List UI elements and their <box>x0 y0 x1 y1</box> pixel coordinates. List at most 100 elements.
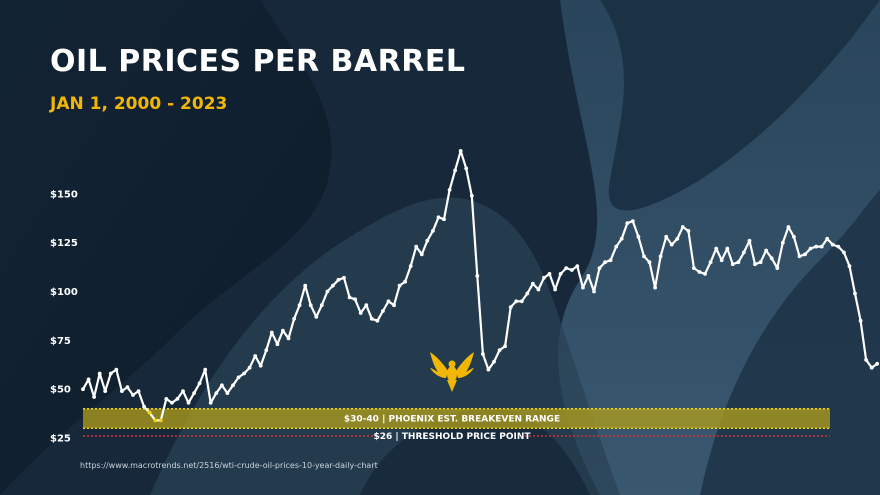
data-point <box>481 352 485 356</box>
data-point <box>536 287 541 292</box>
data-point <box>108 371 113 376</box>
data-point <box>403 279 407 284</box>
data-point <box>308 303 313 308</box>
breakeven-band: $30-40 | PHOENIX EST. BREAKEVEN RANGE <box>83 407 830 429</box>
data-point <box>386 299 391 304</box>
data-point <box>586 274 591 278</box>
data-point <box>647 260 652 265</box>
source-url: https://www.macrotrends.net/2516/wti-cru… <box>80 461 378 470</box>
data-point <box>581 285 585 290</box>
data-point <box>464 166 469 171</box>
data-point <box>780 240 785 245</box>
data-point <box>419 252 424 257</box>
data-point <box>764 248 768 253</box>
data-point <box>158 418 163 423</box>
data-point <box>431 229 435 233</box>
data-point <box>569 268 574 272</box>
data-point <box>136 389 141 393</box>
data-point <box>364 303 369 308</box>
data-point <box>669 242 674 247</box>
y-tick-label: $75 <box>50 336 71 347</box>
data-point <box>642 254 646 259</box>
data-point <box>819 244 824 249</box>
data-point <box>786 225 791 229</box>
data-point <box>103 389 108 393</box>
data-point <box>508 305 513 309</box>
data-point <box>525 291 530 296</box>
data-point <box>564 266 569 270</box>
data-point <box>225 391 230 395</box>
data-point <box>447 188 452 192</box>
data-point <box>197 381 202 386</box>
data-point <box>292 316 296 321</box>
data-point <box>597 266 602 270</box>
y-tick-label: $125 <box>50 238 78 249</box>
data-point <box>153 418 158 423</box>
data-point <box>253 354 258 358</box>
data-point <box>325 289 330 294</box>
data-point <box>269 330 274 335</box>
data-point <box>753 262 757 267</box>
phoenix-icon-part <box>456 352 474 378</box>
threshold-label: $26 | THRESHOLD PRICE POINT <box>373 432 531 442</box>
data-point <box>492 359 496 364</box>
data-point <box>175 397 180 401</box>
data-point <box>231 383 235 388</box>
data-point <box>603 260 607 265</box>
data-point <box>203 367 208 372</box>
data-point <box>275 342 280 347</box>
data-point <box>825 236 830 241</box>
data-point <box>503 344 507 349</box>
data-point <box>697 270 702 274</box>
data-point <box>858 318 863 323</box>
data-point <box>703 272 707 276</box>
data-point <box>636 234 641 239</box>
data-point <box>125 385 130 390</box>
data-point <box>830 242 835 247</box>
data-point <box>664 234 669 239</box>
data-point <box>97 371 102 376</box>
phoenix-icon-part <box>430 352 448 378</box>
data-point <box>242 371 247 376</box>
phoenix-icon-part <box>447 380 457 392</box>
data-point <box>542 275 546 280</box>
data-point <box>120 389 124 393</box>
data-point <box>425 238 430 243</box>
data-point <box>847 264 852 268</box>
data-point <box>286 336 291 341</box>
data-point <box>775 266 780 270</box>
data-point <box>442 217 446 222</box>
data-point <box>192 391 197 395</box>
chart-subtitle: JAN 1, 2000 - 2023 <box>50 94 228 114</box>
data-point <box>725 246 730 251</box>
data-point <box>714 246 719 251</box>
data-point <box>608 258 613 263</box>
data-point <box>475 274 480 278</box>
data-point <box>836 244 841 249</box>
data-point <box>381 309 385 313</box>
data-point <box>303 283 308 288</box>
data-point <box>742 250 746 255</box>
phoenix-icon-part <box>448 360 456 368</box>
y-tick-label: $150 <box>50 189 78 200</box>
data-point <box>619 236 624 241</box>
data-point <box>408 264 413 268</box>
data-point <box>553 287 557 292</box>
data-point <box>319 303 324 308</box>
breakeven-band-fill <box>83 408 830 429</box>
data-point <box>592 289 596 294</box>
data-point <box>514 299 519 304</box>
data-point <box>331 283 335 288</box>
data-point <box>758 260 763 265</box>
data-point <box>486 367 491 372</box>
data-point <box>142 404 147 409</box>
data-point <box>458 149 463 153</box>
data-point <box>803 252 807 257</box>
y-tick-label: $50 <box>50 385 71 396</box>
data-point <box>81 387 85 392</box>
data-point <box>147 410 152 415</box>
data-point <box>708 260 713 265</box>
data-point <box>347 295 352 300</box>
data-point <box>342 275 346 280</box>
